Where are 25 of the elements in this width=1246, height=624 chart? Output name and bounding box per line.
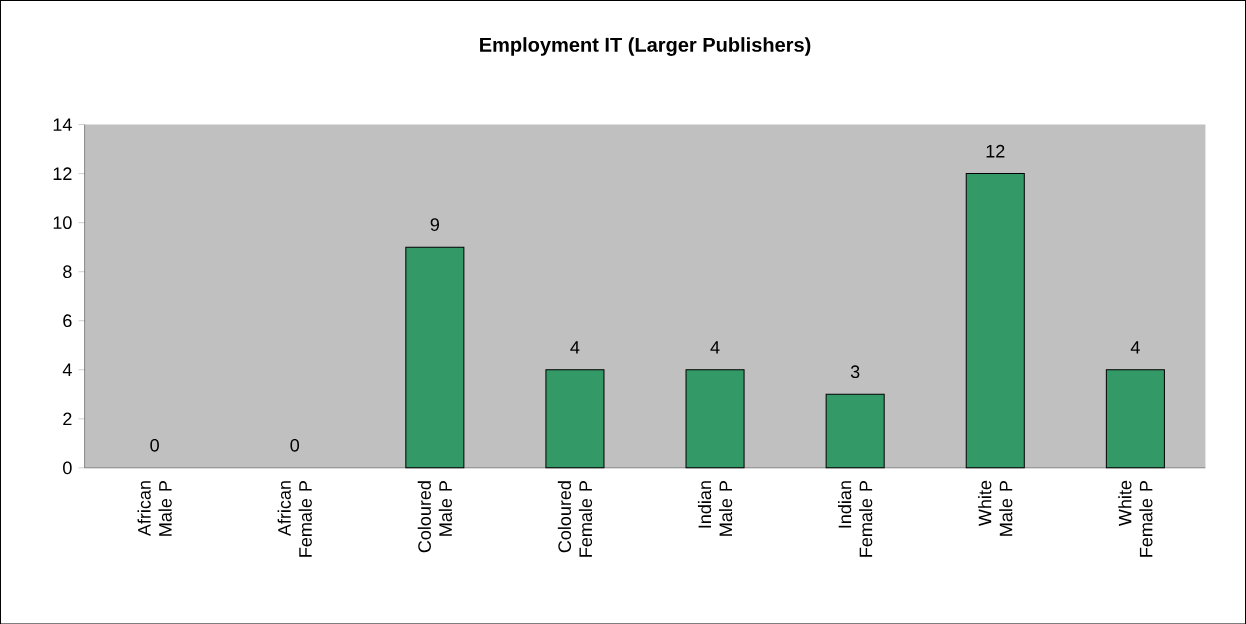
- x-tick-label: White Female P: [1118, 480, 1153, 557]
- x-tick-label: Coloured Male P: [417, 480, 452, 553]
- x-tick-label: African Male P: [137, 480, 172, 536]
- chart-title: Employment IT (Larger Publishers): [480, 36, 811, 56]
- data-label: 3: [850, 365, 860, 378]
- data-label: 12: [986, 144, 1005, 158]
- x-tick-label: Indian Female P: [838, 480, 873, 557]
- y-tick-label: 14: [53, 118, 72, 131]
- y-tick-label: 2: [63, 412, 72, 425]
- x-tick-label: Indian Male P: [697, 480, 733, 536]
- y-tick-label: 10: [53, 216, 72, 229]
- data-label: 4: [570, 340, 580, 354]
- x-tick-label: White Male P: [978, 480, 1013, 536]
- y-tick-label: 4: [62, 363, 72, 376]
- x-tick-label: Coloured Female P: [557, 480, 593, 557]
- y-tick-label: 12: [53, 167, 72, 180]
- y-tick-label: 0: [63, 461, 72, 474]
- y-tick-label: 8: [63, 265, 72, 278]
- x-tick-label: African Female P: [277, 480, 312, 557]
- y-tick-label: 6: [63, 314, 72, 327]
- data-label: 0: [290, 438, 300, 452]
- data-label: 4: [710, 340, 720, 354]
- data-label: 0: [150, 438, 159, 452]
- data-label: 4: [1130, 340, 1140, 354]
- data-label: 9: [430, 217, 439, 231]
